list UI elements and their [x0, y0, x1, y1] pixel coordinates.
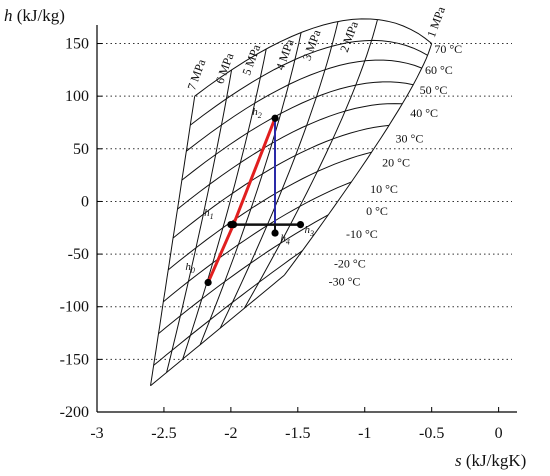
state-point — [296, 221, 305, 229]
y-tick-label: -50 — [68, 246, 89, 263]
isobar-line — [219, 21, 339, 329]
isotherm-label: 0 °C — [366, 204, 388, 218]
state-points: h0 h1 h2 h3 h4 — [185, 106, 315, 287]
x-tick-label: -2 — [224, 425, 237, 442]
state-point-label: h0 — [185, 261, 195, 275]
y-tick-label: 0 — [81, 193, 89, 210]
isotherm-label: 20 °C — [382, 155, 410, 169]
state-point-label: h1 — [204, 207, 214, 221]
isotherm-line — [181, 81, 414, 181]
x-axis-label: s (kJ/kgK) — [455, 451, 526, 470]
x-tick-label: -3 — [90, 425, 103, 442]
isobar-label: 5 MPa — [239, 42, 263, 77]
isotherm-isobar-mesh — [150, 18, 433, 387]
x-tick-label: -2.5 — [151, 425, 176, 442]
isotherm-label: 60 °C — [425, 63, 453, 77]
isobar-label: 6 MPa — [213, 50, 237, 85]
isobar-label: 2 MPa — [337, 19, 361, 54]
axes: -200 -150 -100 -50 0 50 100 150 -3 -2.5 -2 -1.5 -1 -0… — [60, 25, 517, 442]
isotherm-label: -30 °C — [329, 274, 361, 288]
y-axis-label: h (kJ/kg) — [4, 6, 65, 25]
isobar-label: 3 MPa — [300, 27, 324, 62]
x-tick-label: -1.5 — [285, 425, 310, 442]
isotherm-line — [189, 39, 428, 126]
y-tick-label: 150 — [65, 36, 89, 53]
state-point-label: h4 — [280, 232, 290, 246]
isotherm-label: 30 °C — [396, 131, 424, 145]
isotherm-line — [172, 124, 390, 239]
y-tick-label: -150 — [60, 351, 89, 368]
isotherm-label: 40 °C — [410, 106, 438, 120]
isobar-line — [150, 96, 196, 386]
isotherm-line — [150, 274, 285, 387]
isotherm-label: -10 °C — [346, 227, 378, 241]
grid — [97, 43, 512, 360]
isotherm-label: 50 °C — [420, 83, 448, 97]
isotherm-label: -20 °C — [334, 257, 366, 271]
state-point — [271, 229, 279, 237]
isotherm-line — [177, 103, 403, 210]
isobar-label: 7 MPa — [184, 57, 208, 92]
isotherm-label: 70 °C — [434, 42, 462, 56]
isotherm-line — [153, 250, 303, 366]
isotherm-label: 10 °C — [370, 182, 398, 196]
x-tick-label: -0.5 — [419, 425, 444, 442]
isotherm-line — [167, 151, 372, 271]
y-tick-label: 50 — [73, 141, 89, 158]
isobar-line — [166, 69, 233, 373]
state-point — [271, 114, 279, 122]
state-point-label: h3 — [305, 224, 315, 238]
isobar-line — [243, 19, 378, 309]
isotherm-line — [194, 18, 433, 97]
isotherm-line — [185, 59, 422, 152]
isobar-line — [182, 48, 267, 360]
isotherm-line — [158, 214, 329, 334]
x-tick-label: 0 — [495, 425, 503, 442]
isobar-line — [199, 32, 302, 345]
y-tick-label: 100 — [65, 88, 89, 105]
mesh-labels: -30 °C -20 °C -10 °C 0 °C 10 °C 20 °C 30 °C 40 … — [184, 4, 462, 288]
x-tick-label: -1 — [358, 425, 371, 442]
y-tick-label: -200 — [60, 404, 89, 421]
isobar-label: 1 MPa — [424, 4, 448, 39]
y-tick-label: -100 — [60, 299, 89, 316]
isobar-line — [283, 43, 433, 276]
state-point — [204, 278, 212, 287]
state-point-label: h2 — [252, 106, 262, 120]
state-point — [227, 221, 235, 229]
isotherm-line — [163, 181, 352, 303]
